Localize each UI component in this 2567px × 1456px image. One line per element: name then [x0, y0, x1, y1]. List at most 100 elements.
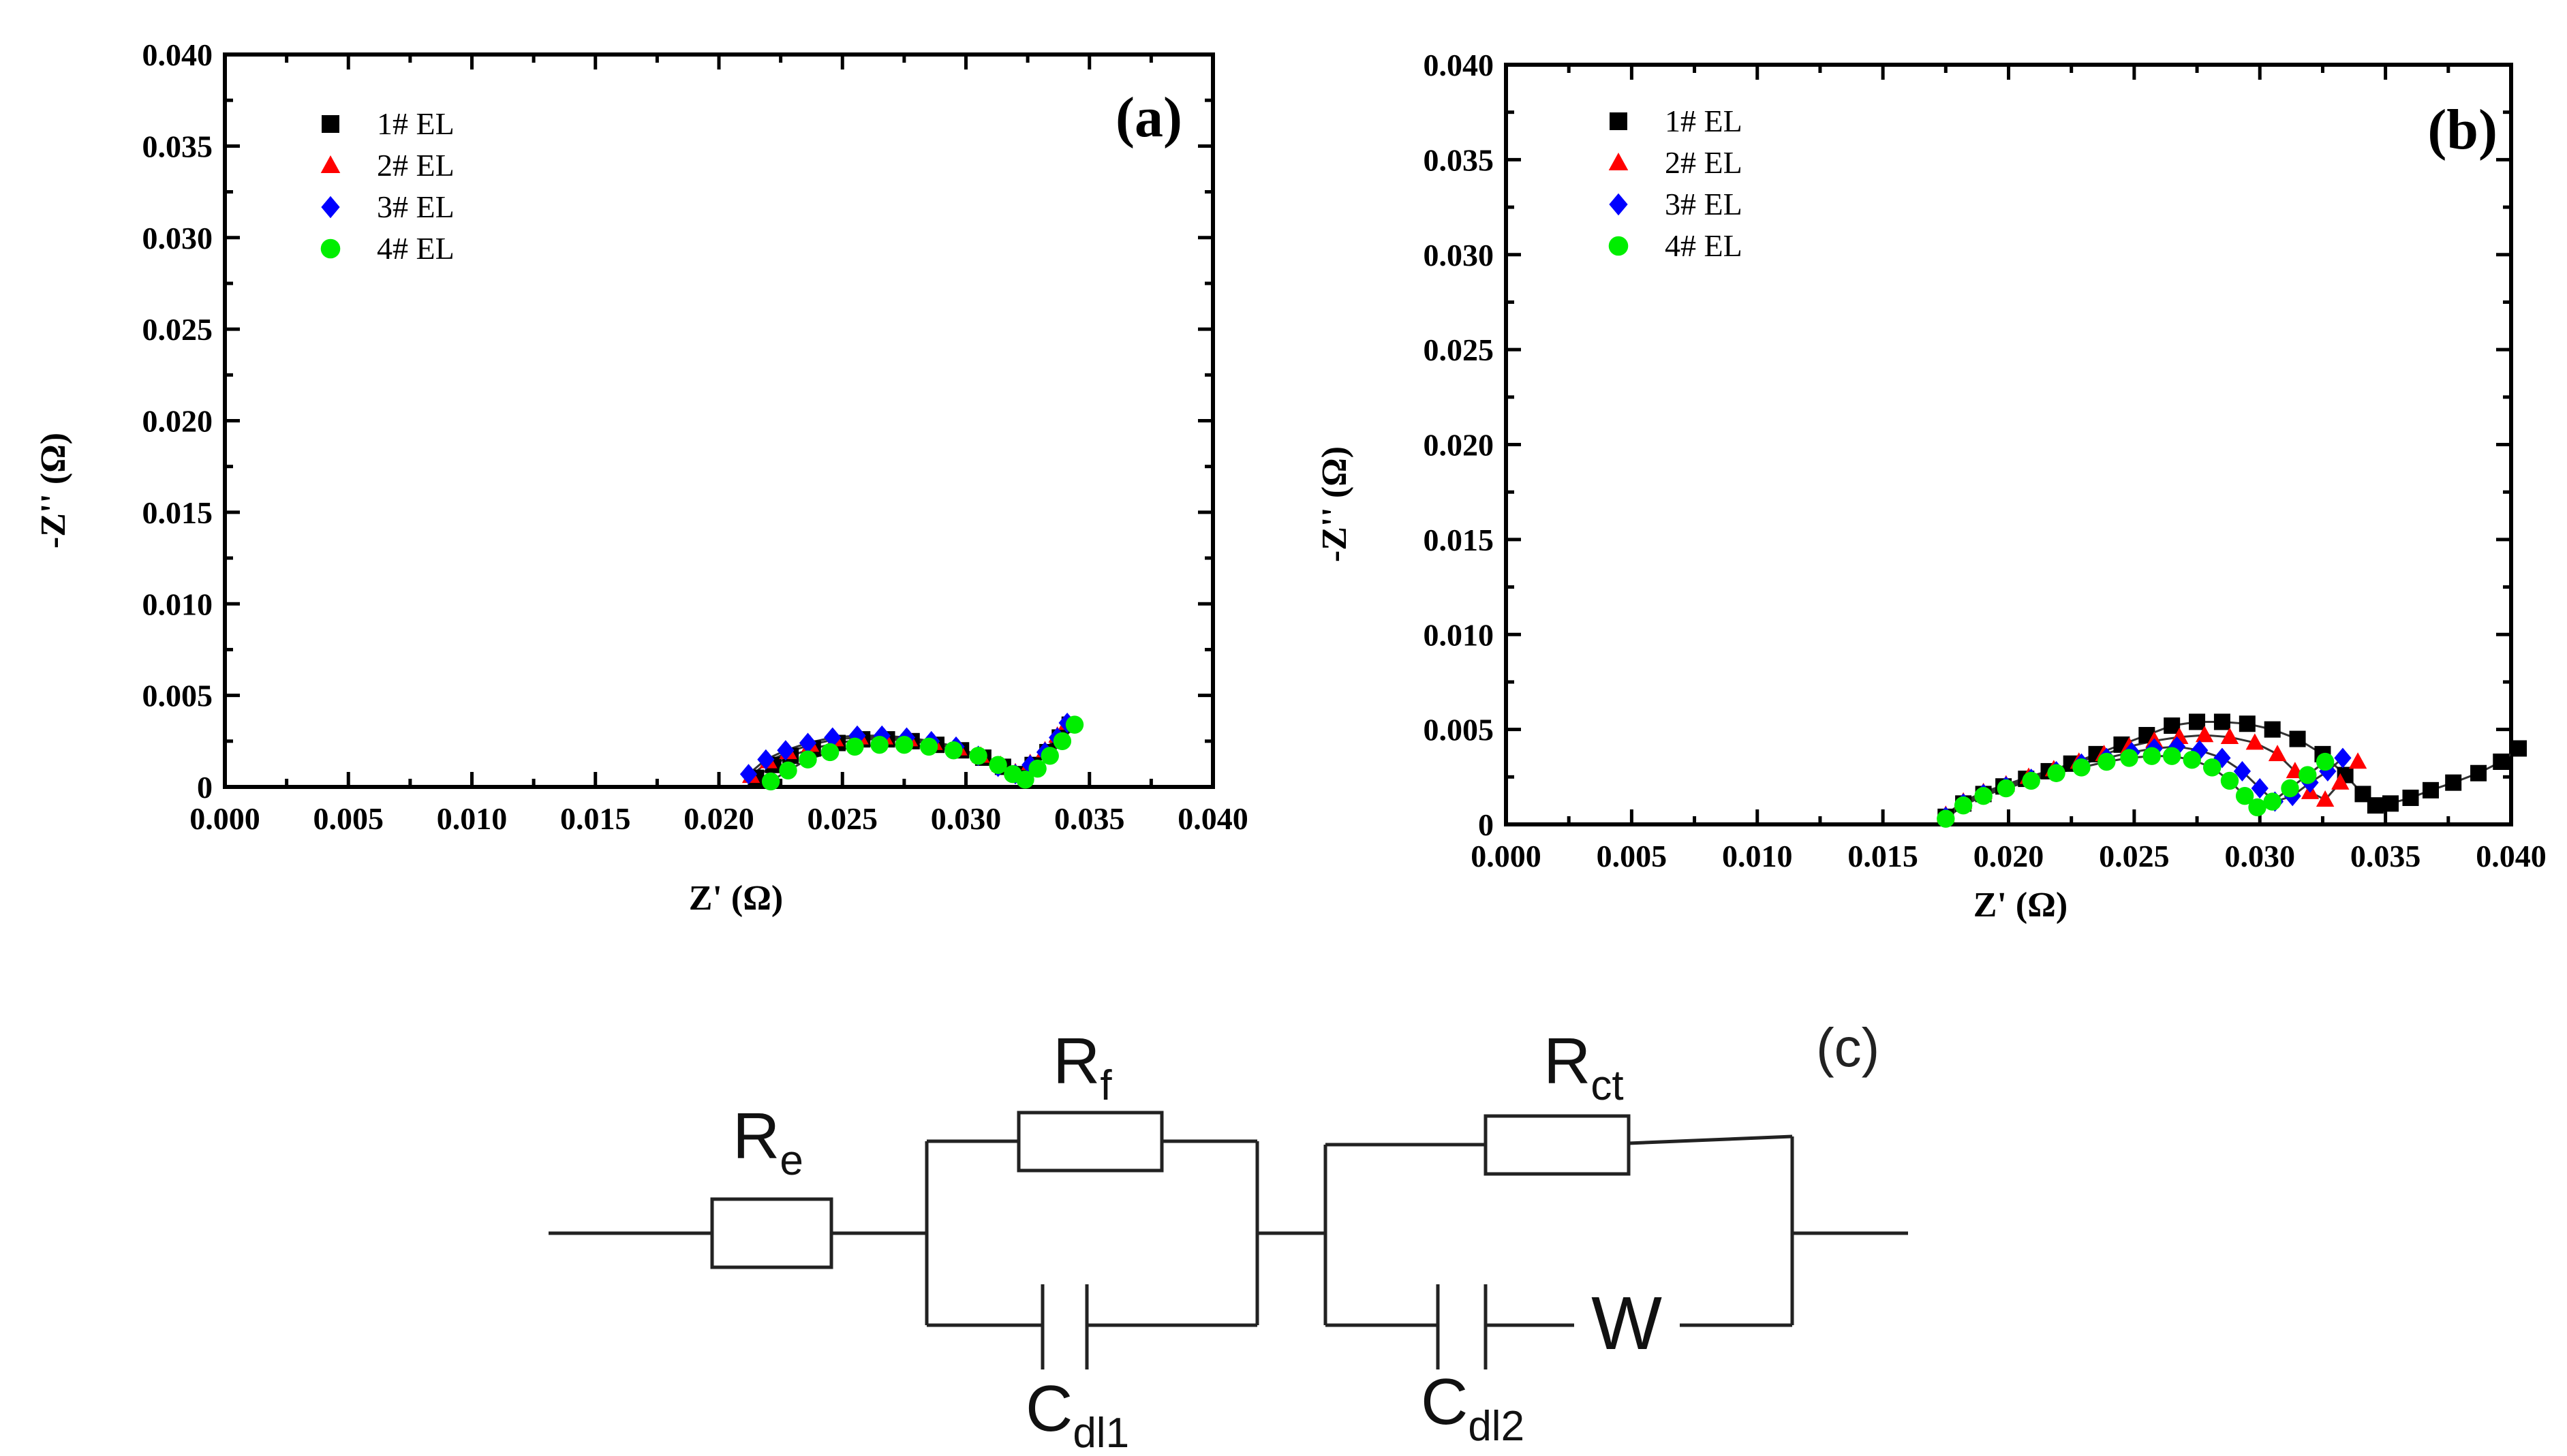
legend-label-4: 4# EL — [377, 231, 455, 266]
data-point-series-2 — [2195, 726, 2214, 743]
data-point-series-4 — [2120, 749, 2138, 767]
resistor-rct — [1484, 1114, 1631, 1176]
label-cdl1-main: C — [1026, 1372, 1073, 1445]
y-tick-label: 0.030 — [142, 221, 213, 255]
y-tick-label: 0.010 — [142, 587, 213, 621]
legend-marker-3 — [321, 196, 340, 219]
label-re-main: R — [733, 1100, 780, 1173]
data-point-series-2 — [2316, 790, 2335, 807]
data-point-series-1 — [2189, 713, 2206, 730]
y-tick-label: 0.035 — [1424, 142, 1494, 177]
label-cdl2-main: C — [1421, 1365, 1468, 1438]
legend-label-4: 4# EL — [1665, 228, 1742, 263]
data-point-series-4 — [1053, 732, 1072, 751]
data-markers-b — [1937, 713, 2527, 828]
legend-marker-1 — [322, 115, 339, 133]
legend-label-2: 2# EL — [377, 148, 455, 183]
chart-panel-a: 0.000 0.005 0.010 0.015 0.020 0.025 0.030 0.035… — [34, 37, 1248, 918]
tick-marks-b — [1504, 63, 2513, 826]
data-point-series-4 — [2072, 758, 2091, 777]
data-point-series-1 — [2367, 797, 2384, 814]
panel-label-c: (c) — [1816, 1017, 1879, 1078]
legend-marker-4 — [1608, 236, 1629, 256]
plot-frame-a — [223, 52, 1215, 789]
data-point-series-1 — [2239, 715, 2256, 732]
y-tick-label: 0.005 — [1424, 713, 1494, 747]
x-axis-title-b: Z' (Ω) — [1973, 886, 2068, 925]
tick-marks-a — [223, 52, 1215, 789]
data-point-series-4 — [2202, 758, 2222, 777]
data-point-series-4 — [919, 737, 938, 756]
y-tick-label: 0.015 — [1424, 523, 1494, 557]
data-point-series-3 — [757, 749, 775, 770]
legend-label-3: 3# EL — [1665, 187, 1742, 221]
panel-label-b: (b) — [2427, 98, 2497, 161]
data-point-series-1 — [2382, 795, 2399, 812]
data-point-series-4 — [2142, 747, 2161, 765]
x-tick-label: 0.020 — [1973, 839, 2044, 873]
chart-panel-b: 0.000 0.005 0.010 0.015 0.020 0.025 0.030 0.035… — [1315, 48, 2547, 925]
data-point-series-4 — [1954, 796, 1973, 815]
y-tick-labels-a: 0 0.005 0.010 0.015 0.020 0.025 0.030 0.035 0.04… — [142, 37, 213, 805]
label-rf: Rf — [1053, 1025, 1112, 1109]
data-point-series-1 — [2510, 740, 2527, 757]
data-point-series-4 — [989, 756, 1007, 774]
x-tick-label: 0.015 — [560, 801, 631, 836]
equivalent-circuit — [549, 1111, 1908, 1369]
y-tick-label: 0.040 — [1424, 48, 1494, 82]
data-point-series-4 — [820, 743, 840, 762]
y-tick-label: 0.025 — [1424, 332, 1494, 367]
rct-branch-top-right — [1628, 1134, 1793, 1145]
x-tick-label: 0.035 — [2350, 839, 2421, 873]
label-re-sub: e — [780, 1137, 803, 1184]
x-tick-label: 0.040 — [1178, 801, 1248, 836]
x-tick-labels-a: 0.000 0.005 0.010 0.015 0.020 0.025 0.030 0.035… — [189, 801, 1248, 836]
data-markers-a — [739, 712, 1084, 791]
resistor-re — [710, 1197, 833, 1269]
y-tick-label: 0.005 — [142, 679, 213, 713]
data-point-series-2 — [2348, 752, 2367, 769]
label-cdl1-sub: dl1 — [1073, 1410, 1129, 1456]
y-tick-label: 0.020 — [142, 404, 213, 439]
data-point-series-3 — [2334, 747, 2352, 769]
data-point-series-4 — [2263, 792, 2281, 811]
label-rct-sub: ct — [1590, 1062, 1623, 1109]
x-tick-label: 0.000 — [189, 801, 260, 836]
data-point-series-1 — [2402, 789, 2419, 806]
panel-label-a: (a) — [1116, 86, 1182, 149]
label-rct-main: R — [1543, 1025, 1590, 1098]
x-tick-label: 0.030 — [2225, 839, 2296, 873]
legend-label-1: 1# EL — [1665, 104, 1742, 138]
x-tick-label: 0.040 — [2476, 839, 2547, 873]
legend-b: 1# EL 2# EL 3# EL 4# EL — [1608, 104, 1742, 263]
label-cdl2-sub: dl2 — [1468, 1403, 1524, 1450]
data-point-series-4 — [2097, 752, 2116, 771]
x-tick-labels-b: 0.000 0.005 0.010 0.015 0.020 0.025 0.030 0.035… — [1471, 839, 2547, 873]
label-cdl2: Cdl2 — [1421, 1365, 1524, 1450]
y-tick-labels-b: 0 0.005 0.010 0.015 0.020 0.025 0.030 0.035 0.04… — [1424, 48, 1494, 842]
data-point-series-4 — [1065, 715, 1084, 734]
y-tick-label: 0.010 — [1424, 617, 1494, 652]
data-point-series-3 — [2233, 760, 2251, 781]
data-point-series-4 — [2235, 786, 2254, 805]
x-axis-title-a: Z' (Ω) — [689, 879, 783, 918]
legend-marker-2 — [1608, 153, 1629, 171]
legend-marker-1 — [1610, 112, 1627, 130]
data-point-series-3 — [799, 732, 817, 754]
y-tick-label: 0.025 — [142, 312, 213, 347]
x-tick-label: 0.015 — [1847, 839, 1918, 873]
data-point-series-3 — [739, 764, 758, 785]
data-point-series-4 — [846, 737, 864, 756]
label-cdl1: Cdl1 — [1026, 1372, 1129, 1456]
y-axis-title-b: -Z'' (Ω) — [1315, 446, 1354, 562]
x-tick-label: 0.010 — [437, 801, 508, 836]
legend-marker-2 — [320, 155, 341, 174]
data-point-series-3 — [873, 725, 891, 746]
legend-label-2: 2# EL — [1665, 145, 1742, 180]
data-point-series-3 — [824, 727, 842, 748]
data-point-series-2 — [2245, 733, 2264, 750]
data-point-series-3 — [2251, 778, 2269, 799]
y-tick-label: 0 — [1478, 807, 1494, 842]
x-tick-label: 0.000 — [1471, 839, 1541, 873]
x-tick-label: 0.025 — [2099, 839, 2170, 873]
